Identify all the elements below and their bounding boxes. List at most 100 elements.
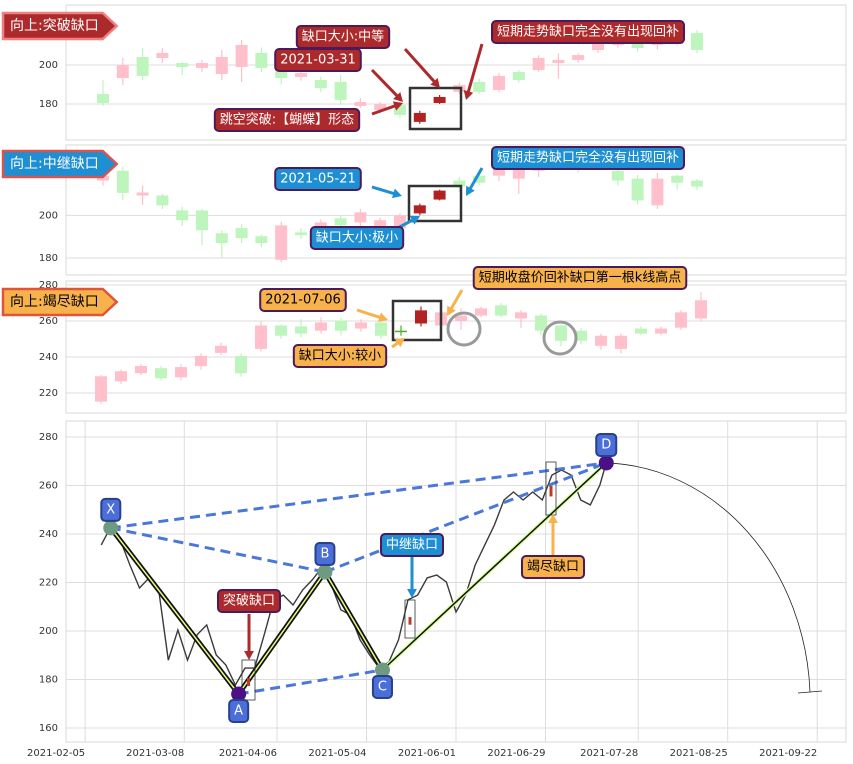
annotation-arrowhead [394,338,405,348]
candle-body [473,81,486,92]
x-tick-label: 2021-09-22 [759,748,817,759]
candle-body [235,355,247,374]
annotation-arrow [371,185,396,196]
x-tick-label: 2021-08-25 [670,748,728,759]
annotation-text: 突破缺口 [223,593,275,609]
annotation-text: B [320,547,329,562]
annotation-box [274,48,362,72]
candle-body [215,345,227,353]
candle-body [635,328,647,334]
candle-body [375,322,387,336]
pattern-point [317,564,333,580]
candle-body [595,335,607,346]
candle-body [413,205,426,214]
candle-body [655,328,667,334]
candle-body [115,371,127,382]
candle-body [195,355,207,367]
annotation-box [490,146,686,170]
candle-body [116,65,129,79]
y-tick-label: 280 [39,280,58,291]
x-tick-label: 2021-07-28 [580,748,638,759]
candle-body [334,218,347,226]
pattern-dashed-line [110,526,326,574]
y-tick-label: 220 [39,388,58,399]
candle-body [493,165,505,176]
candle-body [515,312,527,319]
candle-body [651,178,664,206]
x-tick-label: 2021-05-04 [308,748,366,759]
annotation-arrow [468,167,484,191]
plot-area [65,4,847,141]
y-tick-label: 160 [39,723,58,734]
candle-body [615,335,627,349]
pattern-label-box [595,432,618,457]
annotation-arrowhead [407,589,417,598]
panel-tag [1,11,119,41]
x-tick-label: 2021-04-06 [219,748,277,759]
y-tick-label: 280 [39,432,58,443]
annotation-arrow [371,103,397,116]
candle-body [433,96,446,103]
candle-body [495,305,507,316]
y-tick-label: 260 [39,316,58,327]
annotation-arrowhead [244,651,254,660]
candle-body [255,236,268,244]
candle-body [592,42,604,50]
annotation-text: 中继缺口 [386,538,438,553]
panel-tag [1,287,119,317]
annotation-box [274,167,362,191]
projection-arc [606,462,811,693]
candle-body [295,326,307,334]
candle-body [512,72,525,80]
annotation-box [520,555,586,579]
candle-body [116,170,129,193]
x-tick-label: 2021-03-08 [126,748,184,759]
annotation-text: A [234,703,243,718]
candle-body [136,192,149,196]
x-tick-label: 2021-02-05 [27,748,85,759]
annotation-arrowhead [392,101,403,111]
candle-body [135,365,147,374]
candle-body [413,112,426,122]
candle-body [695,300,707,319]
annotation-arrow [466,43,484,94]
candle-body [275,66,288,79]
candle-body [572,55,585,60]
annotation-box [309,226,405,250]
gap-highlight-box [408,86,463,131]
pattern-dashed-line [238,668,383,696]
panel-tag [1,149,119,179]
y-tick-label: 200 [39,626,58,637]
panel-title: 向上:突破缺口 [10,18,99,34]
candle-body [555,325,567,341]
pattern-dashed-line [324,461,607,574]
candle-body [455,315,467,321]
pattern-point [598,455,614,471]
projection-end [797,690,823,694]
pattern-point [231,686,247,702]
candle-body [354,212,367,223]
gap-box [404,599,416,639]
candle-body [95,376,107,402]
candle-body [314,80,327,88]
candle-body [295,232,307,236]
annotation-text: 缺口大小:中等 [302,29,384,45]
candle-body [691,33,703,50]
annotation-text: D [601,437,611,452]
pattern-leg [381,462,607,671]
candle-body [275,325,287,336]
annotation-box [472,266,688,290]
annotation-text: 缺口大小:极小 [316,231,398,246]
candle-body [473,175,486,183]
gap-box [545,461,557,516]
annotation-text: 短期走势缺口完全没有出现回补 [497,24,679,40]
annotation-arrowhead [463,89,474,100]
annotation-arrowhead [409,215,420,225]
annotation-text: 短期走势缺口完全没有出现回补 [497,150,679,166]
pattern-label-box [314,542,336,567]
candle-body [374,103,387,110]
candle-body [334,81,347,100]
pattern-dashed-line [110,461,607,530]
annotation-text: 跳空突破:【蝴蝶】形态 [220,112,354,128]
